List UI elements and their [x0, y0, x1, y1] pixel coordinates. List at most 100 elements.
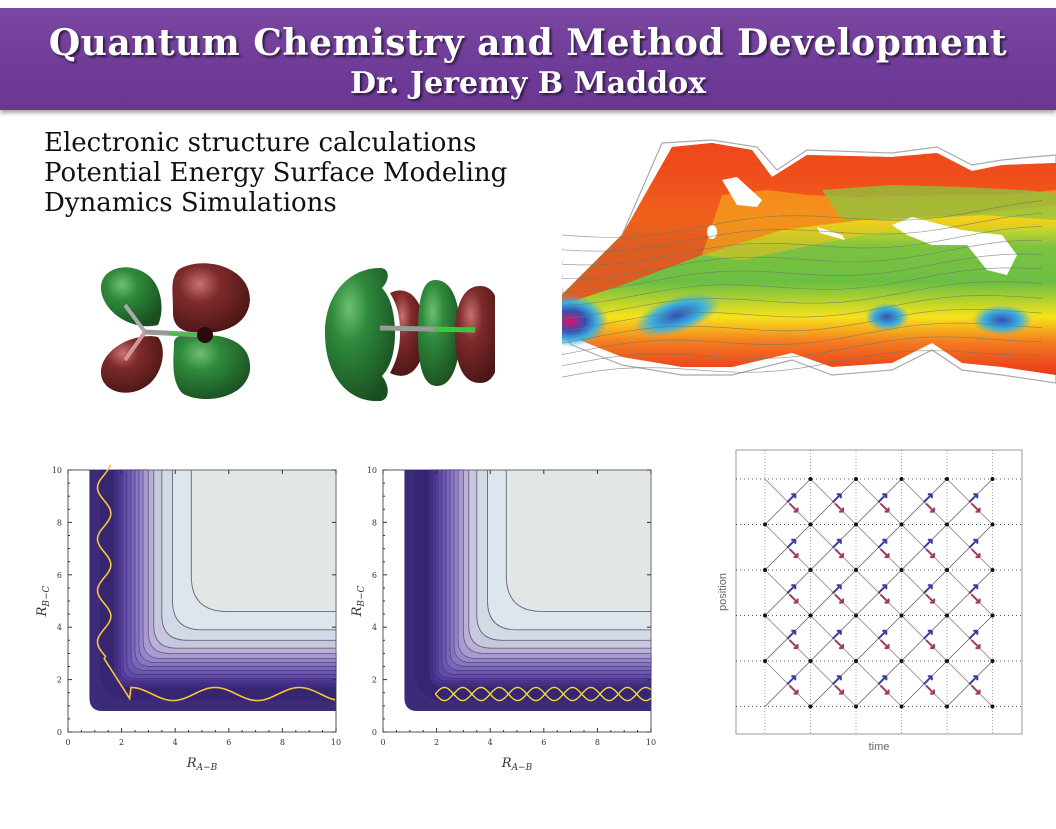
orbital-render-1 [100, 263, 251, 400]
lattice-point [990, 613, 995, 618]
y-tick-label: 8 [57, 518, 62, 527]
trajectory-line [434, 686, 652, 702]
lattice-point [808, 522, 813, 527]
lattice-point [854, 659, 858, 663]
heatmap-contour-line [562, 267, 1043, 307]
arrow-down-icon [834, 593, 845, 604]
x-tick-label: 0 [65, 738, 70, 747]
arrow-up-icon [786, 493, 797, 503]
arrow-up-icon [877, 584, 888, 594]
lattice-point [763, 659, 767, 663]
arrow-down-icon [970, 593, 981, 604]
arrow-up-icon [832, 584, 842, 594]
y-tick-label: 2 [57, 676, 62, 685]
lattice-point [945, 704, 949, 709]
contour-level [505, 469, 652, 612]
arrow-up-icon [923, 538, 933, 549]
y-tick-label: 2 [372, 676, 377, 685]
arrow-up-icon [968, 584, 979, 594]
heatmap-hole [722, 177, 762, 207]
molecule-bonds [379, 325, 476, 333]
arrow-down-icon [879, 548, 890, 559]
x-tick-label: 8 [595, 738, 600, 747]
x-axis-label: RA−B [186, 756, 218, 773]
lattice-point [854, 522, 858, 527]
heatmap-contour-line [562, 253, 1043, 293]
arrow-up-icon [923, 584, 933, 594]
heatmap-contour-line [562, 212, 1043, 252]
x-tick-label: 10 [331, 738, 341, 747]
heatmap-contour-line [562, 200, 1043, 238]
title-banner: Quantum Chemistry and Method Development… [0, 8, 1056, 110]
y-tick-label: 8 [372, 518, 377, 527]
arrow-down-icon [925, 593, 936, 604]
arrow-up-icon [832, 538, 842, 549]
arrow-down-icon [834, 502, 845, 513]
y-tick-label: 0 [57, 728, 62, 737]
arrow-down-icon [788, 639, 799, 650]
x-tick-label: 4 [488, 738, 493, 747]
heatmap-contour-line [562, 322, 1043, 355]
arrow-up-icon [877, 538, 888, 549]
lattice-point [808, 704, 813, 709]
x-tick-label: 2 [119, 738, 124, 747]
arrow-up-icon [832, 675, 842, 685]
arrow-up-icon [923, 629, 933, 640]
lattice-point [899, 477, 904, 481]
y-axis-label: RB−C [35, 585, 52, 617]
y-tick-label: 6 [57, 571, 62, 580]
lattice-point [854, 704, 858, 709]
arrow-down-icon [834, 639, 845, 650]
topic-list: Electronic structure calculations Potent… [44, 128, 507, 218]
heatmap-hole [817, 227, 845, 240]
lattice-point [990, 704, 995, 709]
lattice-point [945, 659, 949, 663]
x-tick-label: 6 [541, 738, 546, 747]
arrow-up-icon [877, 629, 888, 640]
topic-item: Potential Energy Surface Modeling [44, 158, 508, 188]
x-axis-label-subscript: A−B [196, 763, 218, 773]
arrow-up-icon [968, 493, 979, 503]
x-axis-label: RA−B [501, 756, 533, 773]
lattice-point [990, 477, 995, 481]
contour-plot-1: 0 2 4 6 8 10 0 2 4 6 8 10 RA−B RB−C [35, 464, 341, 773]
lattice-point [763, 613, 767, 618]
arrow-down-icon [788, 593, 799, 604]
energy-well [972, 305, 1032, 335]
arrow-down-icon [970, 639, 981, 650]
lattice-point [808, 477, 813, 481]
author-name: Dr. Jeremy B Maddox [349, 66, 707, 101]
arrow-down-icon [834, 684, 845, 695]
lattice-dynamics-plot: time position [717, 449, 1023, 753]
arrow-up-icon [786, 538, 797, 549]
heatmap-contour-line [562, 350, 1043, 378]
heatmap-contour-line [562, 239, 1043, 280]
arrow-down-icon [788, 684, 799, 695]
molecule-bonds [123, 303, 213, 362]
y-axis-label-subscript: B−C [357, 585, 367, 607]
arrow-up-icon [786, 675, 797, 685]
y-tick-label: 10 [52, 466, 62, 475]
arrow-up-icon [877, 675, 888, 685]
y-axis-label-subscript: B−C [42, 585, 52, 607]
arrow-down-icon [834, 548, 845, 559]
arrow-down-icon [925, 639, 936, 650]
lattice-point [854, 613, 858, 618]
lattice-point [854, 477, 858, 481]
arrow-up-icon [923, 675, 933, 685]
lattice-point [899, 659, 904, 663]
trajectory-line [96, 464, 336, 702]
lattice-point [808, 613, 813, 618]
lattice-point [899, 522, 904, 527]
lattice-point [945, 522, 949, 527]
lattice-point [990, 659, 995, 663]
heatmap-contour-line [562, 226, 1043, 266]
lattice-point [945, 568, 949, 572]
arrow-up-icon [786, 584, 797, 594]
heatmap-contour-line [562, 281, 1043, 320]
contour-plot-2: 0 2 4 6 8 10 0 2 4 6 8 10 RA−B RB−C [350, 466, 656, 773]
arrow-up-icon [832, 493, 842, 503]
arrow-down-icon [879, 684, 890, 695]
y-tick-label: 4 [372, 623, 377, 632]
topic-item: Electronic structure calculations [44, 128, 477, 158]
